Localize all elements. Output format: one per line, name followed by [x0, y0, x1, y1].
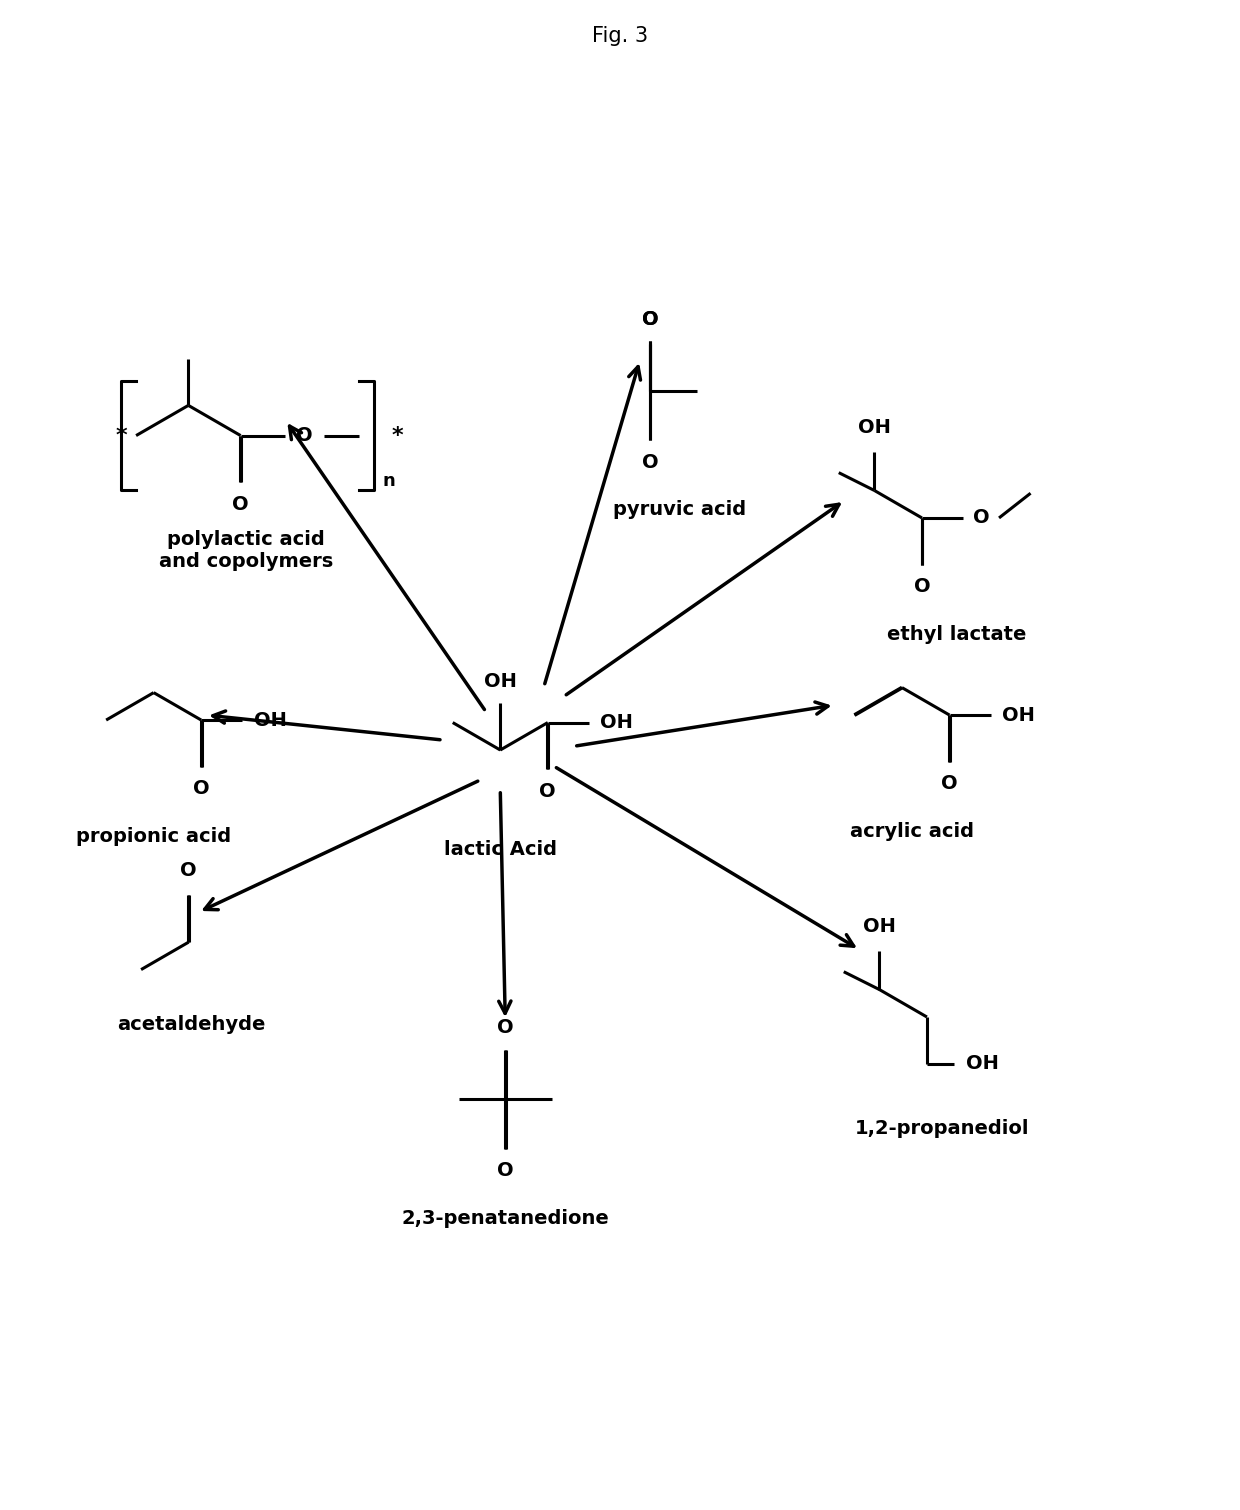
Text: OH: OH	[863, 917, 895, 936]
Text: Fig. 3: Fig. 3	[591, 26, 649, 47]
Text: O: O	[497, 1161, 513, 1181]
Text: O: O	[180, 861, 197, 880]
Text: O: O	[641, 310, 658, 329]
Text: OH: OH	[254, 711, 286, 729]
Text: pyruvic acid: pyruvic acid	[614, 500, 746, 519]
Text: 1,2-propanediol: 1,2-propanediol	[854, 1119, 1029, 1139]
Text: OH: OH	[966, 1054, 998, 1074]
Text: O: O	[641, 310, 658, 329]
Text: n: n	[383, 471, 396, 489]
Text: O: O	[539, 782, 556, 800]
Text: OH: OH	[484, 672, 517, 692]
Text: O: O	[296, 426, 312, 445]
Text: O: O	[497, 1019, 513, 1037]
Text: acrylic acid: acrylic acid	[849, 821, 973, 841]
Text: 2,3-penatanedione: 2,3-penatanedione	[402, 1210, 609, 1228]
Text: *: *	[392, 426, 403, 445]
Text: polylactic acid
and copolymers: polylactic acid and copolymers	[159, 530, 334, 571]
Text: OH: OH	[600, 713, 634, 732]
Text: O: O	[972, 509, 990, 527]
Text: O: O	[914, 577, 930, 596]
Text: acetaldehyde: acetaldehyde	[117, 1015, 265, 1034]
Text: OH: OH	[858, 418, 890, 436]
Text: O: O	[232, 495, 249, 513]
Text: lactic Acid: lactic Acid	[444, 841, 557, 859]
Text: ethyl lactate: ethyl lactate	[887, 625, 1027, 643]
Text: O: O	[193, 779, 210, 799]
Text: OH: OH	[1002, 705, 1035, 725]
Text: O: O	[941, 775, 957, 793]
Text: *: *	[115, 426, 126, 445]
Text: propionic acid: propionic acid	[76, 827, 231, 846]
Text: O: O	[641, 453, 658, 471]
